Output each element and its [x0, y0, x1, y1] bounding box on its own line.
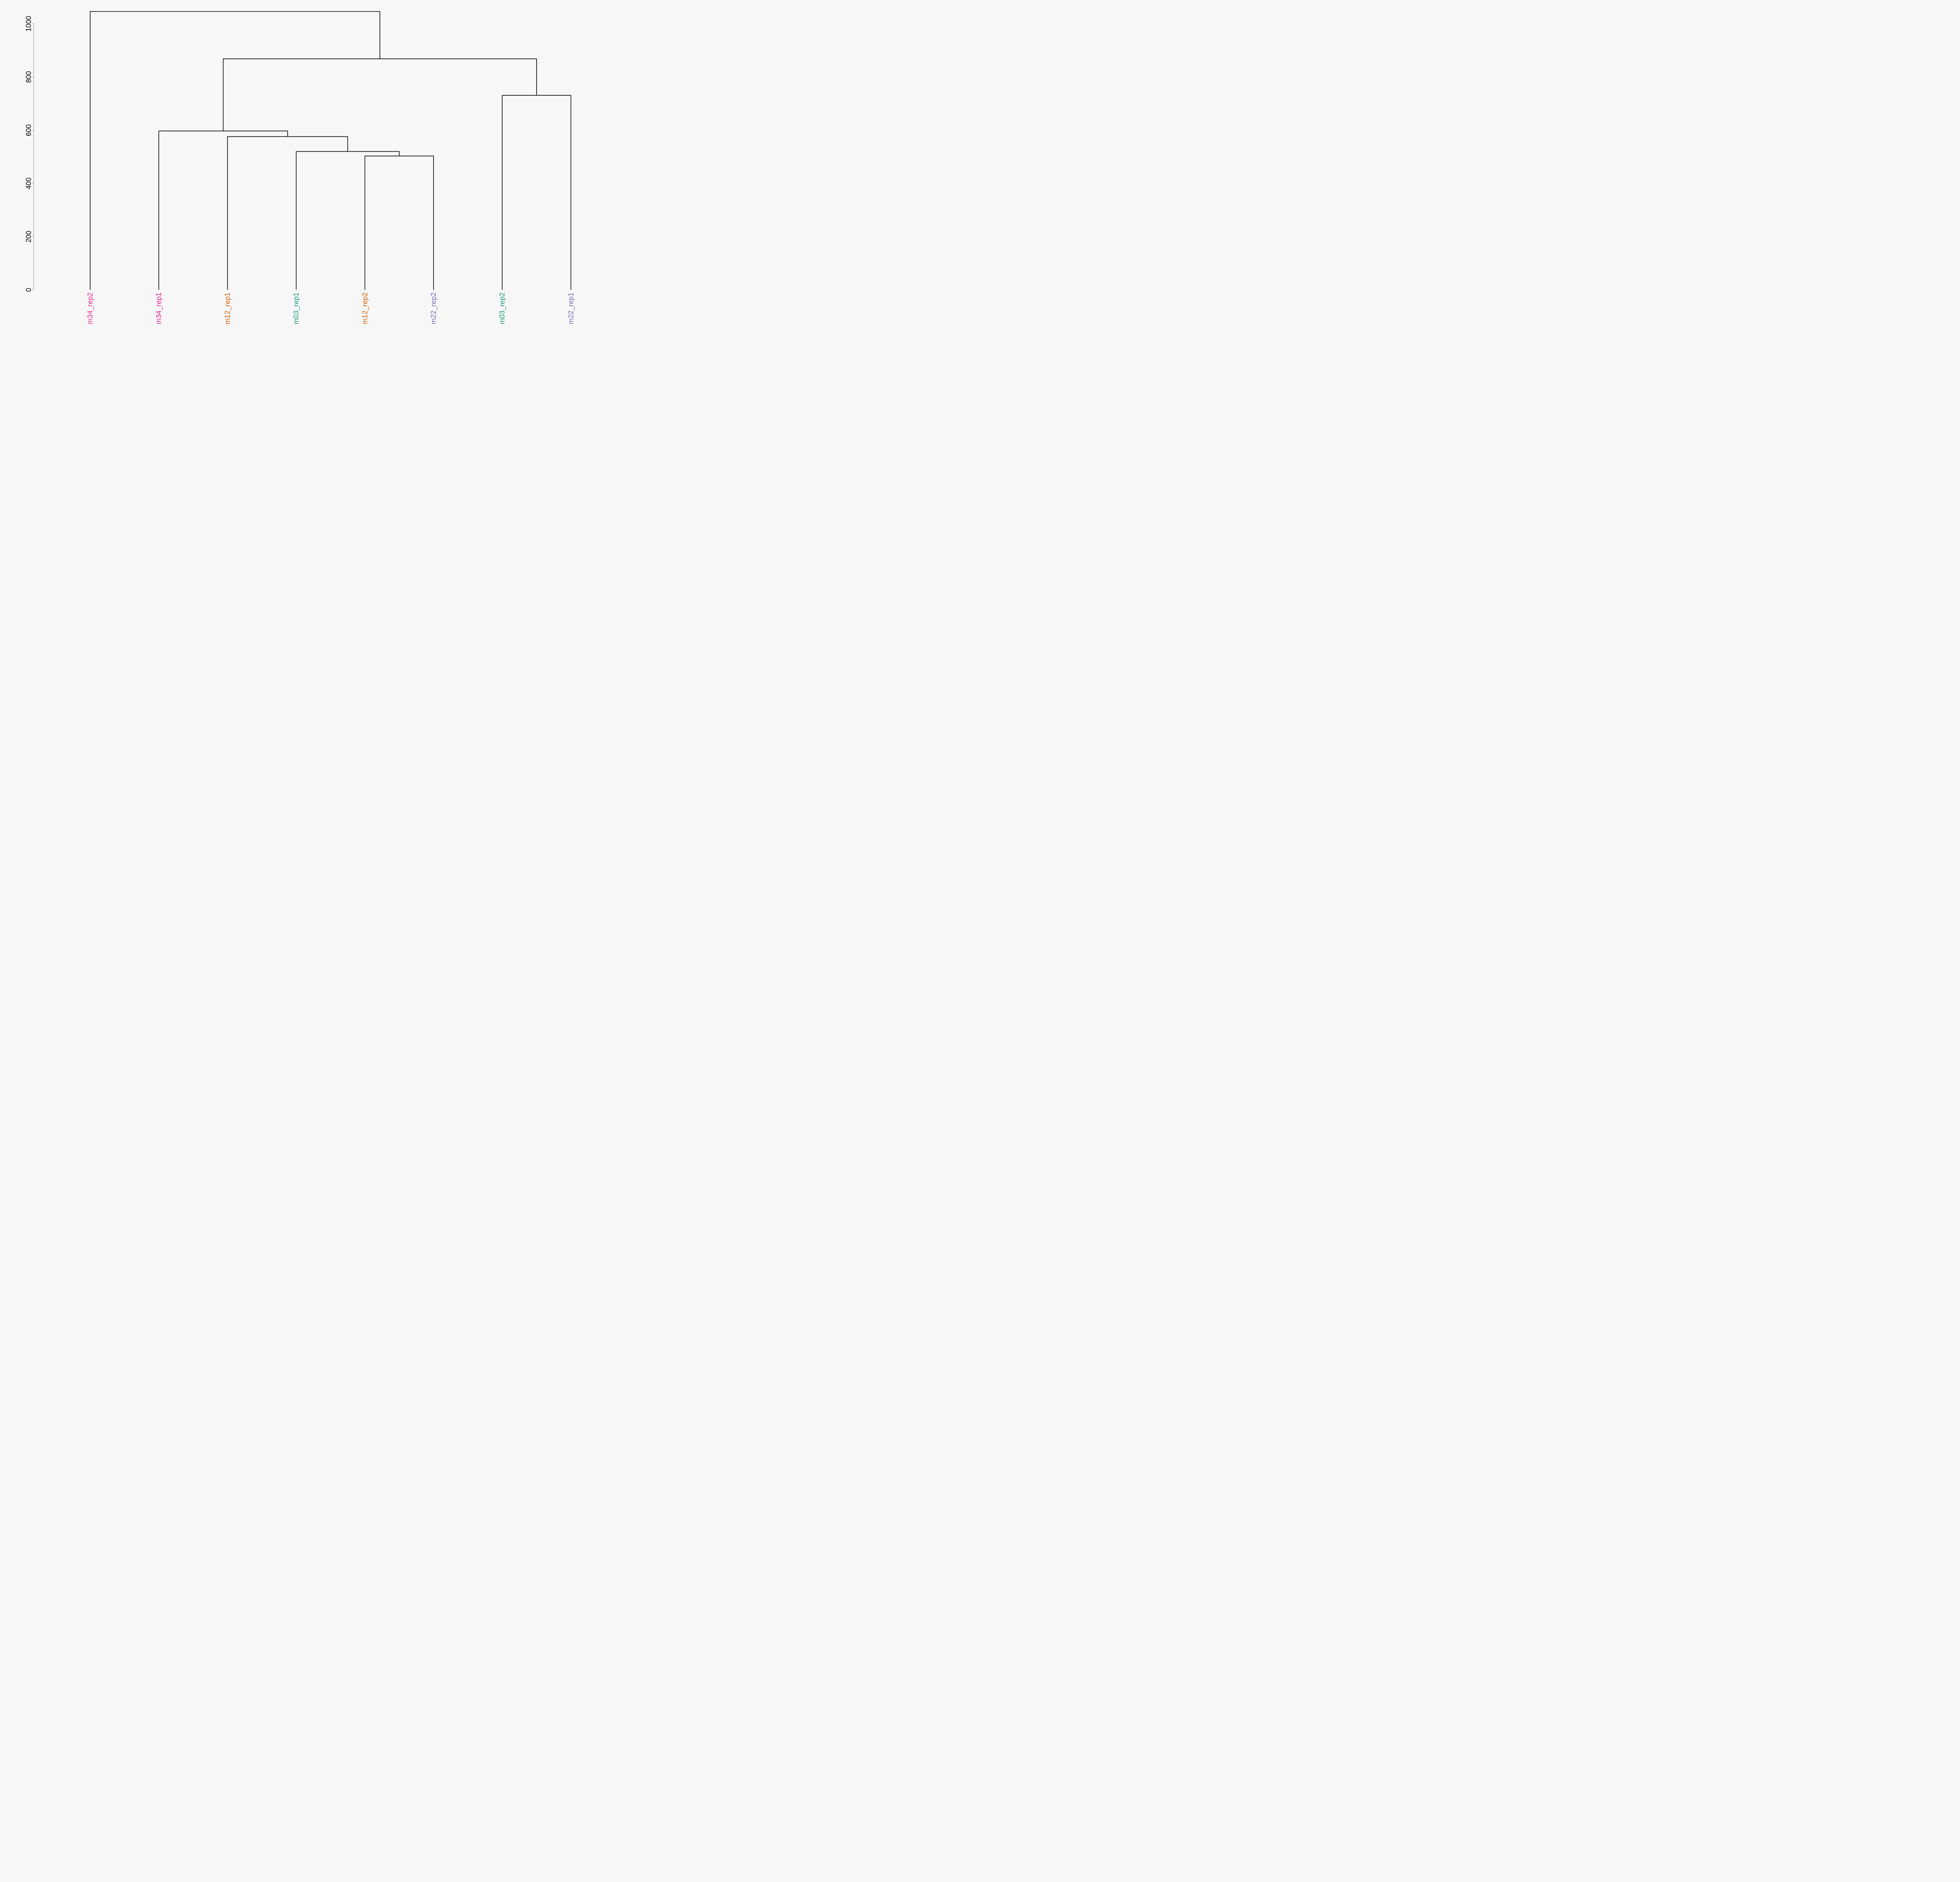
y-axis: 0 200 400 600 800 1000: [25, 16, 34, 292]
merge-link-n7: [90, 11, 380, 290]
merge-link-n1: [365, 156, 434, 290]
y-axis-tick-label-800: 800: [25, 71, 33, 83]
dendrogram-svg: 0 200 400 600 800 1000 m34_rep2 m34_rep1 m12_rep…: [0, 0, 627, 376]
plot-background: [0, 0, 627, 376]
leaf-label-m22_rep2: m22_rep2: [430, 292, 438, 324]
leaf-label-m03_rep1: m03_rep1: [292, 292, 301, 324]
leaf-labels: m34_rep2 m34_rep1 m12_rep1 m03_rep1 m12_rep2…: [86, 292, 575, 324]
y-axis-tick-label-600: 600: [25, 124, 33, 136]
dendrogram-tree: [90, 11, 572, 290]
leaf-label-m34_rep2: m34_rep2: [86, 292, 94, 324]
y-axis-tick-label-200: 200: [25, 231, 33, 243]
y-axis-tick-label-400: 400: [25, 178, 33, 189]
leaf-label-m12_rep1: m12_rep1: [223, 292, 232, 324]
leaf-label-m12_rep2: m12_rep2: [361, 292, 369, 324]
y-axis-tick-label-1000: 1000: [25, 16, 33, 32]
leaf-label-m22_rep1: m22_rep1: [567, 292, 575, 324]
dendrogram-figure: 0 200 400 600 800 1000 m34_rep2 m34_rep1 m12_rep…: [0, 0, 627, 376]
leaf-label-m34_rep1: m34_rep1: [155, 292, 163, 324]
merge-link-n6: [223, 58, 537, 131]
leaf-label-m03_rep2: m03_rep2: [498, 292, 506, 324]
y-axis-tick-label-0: 0: [25, 288, 33, 292]
